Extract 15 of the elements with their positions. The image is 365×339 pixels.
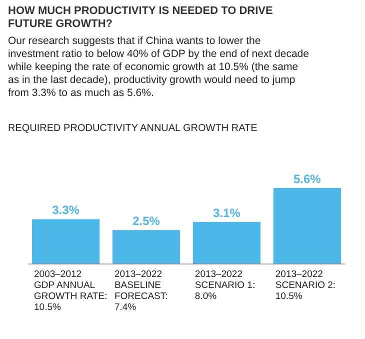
data-label: 2.5% [132,214,160,228]
chart-title: HOW MUCH PRODUCTIVITY IS NEEDED TO DRIVE FUTURE GROWTH? [8,5,273,30]
data-label: 3.3% [52,203,80,218]
x-tick-label: 2013–2022 BASELINE FORECAST: 7.4% [114,269,168,313]
chart-subtitle: Our research suggests that if China wants to lower the investment ratio to below 40% of GDP by the end of next decade while keeping the rate of economic growth at 10.5% (the same as in the last decade), productivity growth would need to jump from 3.3% to as much as 5.6%. [7,35,310,99]
x-tick-label: 2003–2012 GDP ANNUAL GROWTH RATE: 10.5% [34,269,108,313]
x-tick-label: 2013–2022 SCENARIO 2: 10.5% [275,269,336,302]
bar [112,230,180,264]
data-label: 3.1% [213,206,241,220]
bar [273,188,341,264]
bar [32,219,100,264]
text: REQUIRED PRODUCTIVITY ANNUAL GROWTH RATE [8,123,258,134]
data-label: 5.6% [294,172,322,186]
bar [192,222,261,264]
x-tick-label: 2013–2022 SCENARIO 1: 8.0% [194,269,256,302]
